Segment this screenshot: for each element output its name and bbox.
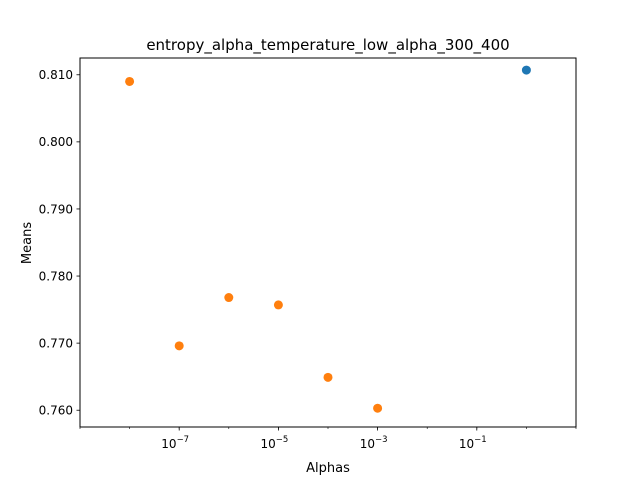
scatter-point	[373, 403, 383, 413]
ticks-layer: 10−7 10−5 10−3 10−10.7600.7700.7800.7900.80…	[39, 68, 577, 451]
x-tick-power: −7	[177, 435, 190, 445]
chart-title: entropy_alpha_temperature_low_alpha_300_…	[146, 36, 509, 55]
x-tick-power: −5	[276, 435, 289, 445]
scatter-point	[125, 76, 135, 86]
x-tick-base: 10	[260, 437, 275, 451]
y-tick-label: 0.760	[39, 404, 73, 418]
scatter-point	[224, 293, 234, 303]
scatter-point	[521, 65, 531, 75]
x-tick-base: 10	[360, 437, 375, 451]
y-tick-label: 0.790	[39, 202, 73, 216]
y-tick-label: 0.800	[39, 135, 73, 149]
x-tick-label: 10−5	[260, 435, 288, 451]
y-tick-label: 0.770	[39, 336, 73, 350]
x-axis-label: Alphas	[306, 461, 350, 476]
y-tick-label: 0.780	[39, 269, 73, 283]
x-tick-power: −3	[375, 435, 388, 445]
x-tick-label: 10−3	[360, 435, 388, 451]
y-axis-label: Means	[20, 222, 35, 264]
scatter-point	[323, 372, 333, 382]
plot-frame	[79, 57, 577, 428]
x-tick-base: 10	[161, 437, 176, 451]
y-tick-label: 0.810	[39, 68, 73, 82]
x-tick-base: 10	[459, 437, 474, 451]
x-tick-power: −1	[474, 435, 487, 445]
points-layer	[125, 65, 531, 413]
x-tick-label: 10−7	[161, 435, 189, 451]
scatter-point	[273, 300, 283, 310]
scatter-point	[174, 341, 184, 351]
x-tick-label: 10−1	[459, 435, 487, 451]
